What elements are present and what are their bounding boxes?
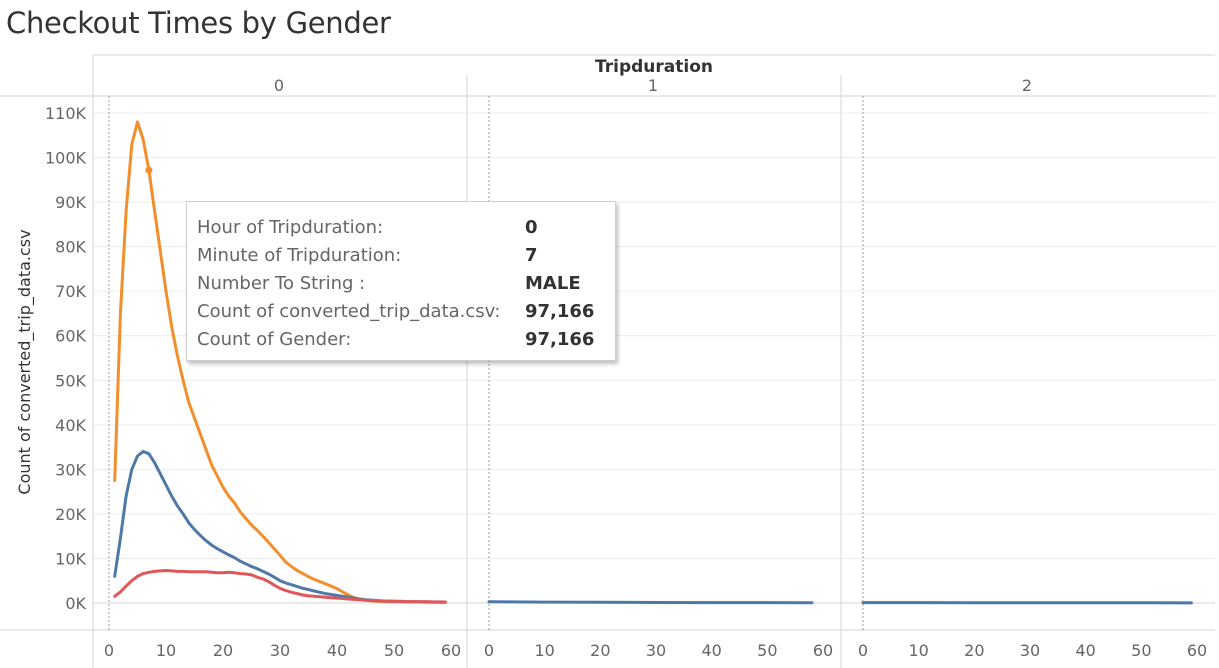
y-tick-label: 90K: [55, 193, 86, 212]
x-tick-label: 60: [1187, 641, 1207, 660]
chart-title: Checkout Times by Gender: [6, 6, 391, 40]
x-tick-label: 30: [1020, 641, 1040, 660]
y-tick-label: 10K: [55, 549, 86, 568]
x-tick-label: 50: [384, 641, 404, 660]
series-line: [487, 600, 814, 605]
series-line: [113, 569, 447, 604]
y-tick-label: 30K: [55, 460, 86, 479]
x-tick-label: 30: [646, 641, 666, 660]
x-tick-label: 20: [213, 641, 233, 660]
x-tick-label: 0: [858, 641, 868, 660]
panel-label: 1: [648, 76, 658, 95]
x-tick-label: 10: [534, 641, 554, 660]
tooltip-value: 7: [525, 245, 538, 266]
tooltip: Hour of Tripduration: 0 Minute of Tripdu…: [186, 201, 616, 361]
tooltip-label: Count of Gender:: [197, 329, 352, 350]
y-tick-label: 50K: [55, 371, 86, 390]
x-tick-label: 0: [484, 641, 494, 660]
tooltip-row-hour: Hour of Tripduration: 0: [197, 214, 615, 242]
tooltip-value: 0: [525, 217, 538, 238]
x-tick-label: 20: [590, 641, 610, 660]
highlight-point: [145, 166, 153, 174]
tooltip-row-count-gender: Count of Gender: 97,166: [197, 326, 615, 354]
series-line: [113, 450, 447, 604]
x-tick-label: 40: [1075, 641, 1095, 660]
tooltip-row-minute: Minute of Tripduration: 7: [197, 242, 615, 270]
x-tick-label: 30: [270, 641, 290, 660]
panel-label: 0: [274, 76, 284, 95]
y-tick-label: 20K: [55, 505, 86, 524]
tooltip-value: 97,166: [525, 329, 595, 350]
x-tick-label: 10: [908, 641, 928, 660]
tooltip-value: 97,166: [525, 301, 595, 322]
y-tick-label: 100K: [45, 149, 87, 168]
tooltip-label: Hour of Tripduration:: [197, 217, 384, 238]
x-tick-label: 60: [813, 641, 833, 660]
tooltip-row-gender: Number To String : MALE: [197, 270, 615, 298]
y-tick-label: 110K: [45, 104, 87, 123]
x-tick-label: 40: [327, 641, 347, 660]
x-tick-label: 20: [964, 641, 984, 660]
x-tick-label: 10: [156, 641, 176, 660]
y-tick-label: 40K: [55, 416, 86, 435]
panel-label: 2: [1022, 76, 1032, 95]
x-tick-label: 60: [441, 641, 461, 660]
x-tick-label: 50: [1131, 641, 1151, 660]
tooltip-label: Number To String :: [197, 273, 366, 294]
y-axis-label: Count of converted_trip_data.csv: [15, 229, 35, 494]
y-tick-label: 70K: [55, 282, 86, 301]
tooltip-row-count: Count of converted_trip_data.csv: 97,166: [197, 298, 615, 326]
tooltip-label: Minute of Tripduration:: [197, 245, 402, 266]
x-tick-label: 0: [104, 641, 114, 660]
y-tick-label: 60K: [55, 327, 86, 346]
series-line: [113, 120, 447, 604]
x-tick-label: 50: [757, 641, 777, 660]
y-tick-label: 0K: [65, 594, 86, 613]
tooltip-value: MALE: [525, 273, 581, 294]
column-header: Tripduration: [595, 57, 713, 77]
y-tick-label: 80K: [55, 238, 86, 257]
tooltip-label: Count of converted_trip_data.csv:: [197, 301, 501, 322]
x-tick-label: 40: [701, 641, 721, 660]
